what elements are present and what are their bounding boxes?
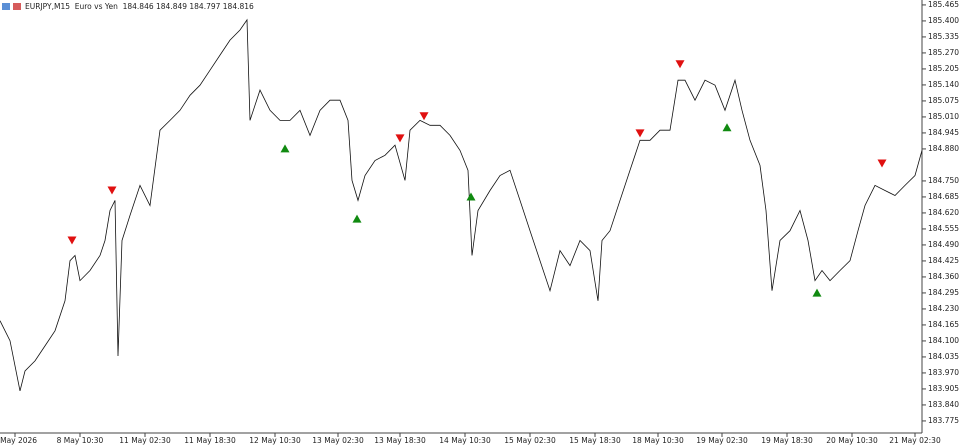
y-tick-label: 183.775 <box>928 416 959 425</box>
y-tick-label: 185.270 <box>928 48 959 57</box>
y-tick-label: 185.205 <box>928 64 959 73</box>
y-tick-label: 184.425 <box>928 256 959 265</box>
sell-signal <box>675 60 685 69</box>
x-tick-label: 7 May 2026 <box>0 436 37 445</box>
y-tick-label: 184.880 <box>928 144 959 153</box>
price-line <box>0 18 923 391</box>
buy-signal <box>466 192 476 201</box>
icon <box>13 3 21 10</box>
buy-signal <box>280 144 290 153</box>
y-tick-label: 184.165 <box>928 320 959 329</box>
x-tick-label: 11 May 02:30 <box>119 436 171 445</box>
y-tick-label: 183.840 <box>928 400 959 409</box>
sell-signal <box>67 236 77 245</box>
x-tick-label: 19 May 02:30 <box>696 436 748 445</box>
y-tick-label: 184.360 <box>928 272 959 281</box>
y-tick-label: 184.945 <box>928 128 959 137</box>
y-tick-label: 185.335 <box>928 32 959 41</box>
buy-signal <box>352 214 362 223</box>
sell-signal <box>395 134 405 143</box>
sell-signal <box>877 159 887 168</box>
y-tick-label: 185.465 <box>928 0 959 9</box>
y-tick-label: 185.075 <box>928 96 959 105</box>
x-tick-label: 13 May 18:30 <box>374 436 426 445</box>
x-tick-label: 20 May 10:30 <box>826 436 878 445</box>
y-tick-label: 185.400 <box>928 16 959 25</box>
x-tick-label: 19 May 18:30 <box>761 436 813 445</box>
x-tick-label: 18 May 10:30 <box>632 436 684 445</box>
y-tick-label: 184.035 <box>928 352 959 361</box>
y-tick-label: 183.970 <box>928 368 959 377</box>
chart-title: EURJPY,M15 Euro vs Yen 184.846 184.849 1… <box>25 2 254 11</box>
y-tick-label: 184.620 <box>928 208 959 217</box>
sell-signal <box>419 112 429 121</box>
x-tick-label: 11 May 18:30 <box>184 436 236 445</box>
buy-signal <box>722 123 732 132</box>
y-tick-label: 185.010 <box>928 112 959 121</box>
sell-signal <box>635 129 645 138</box>
x-tick-label: 13 May 02:30 <box>312 436 364 445</box>
y-tick-label: 184.230 <box>928 304 959 313</box>
x-tick-label: 15 May 18:30 <box>569 436 621 445</box>
x-tick-label: 8 May 10:30 <box>57 436 104 445</box>
y-tick-label: 183.905 <box>928 384 959 393</box>
y-tick-label: 184.685 <box>928 192 959 201</box>
y-tick-label: 184.490 <box>928 240 959 249</box>
y-tick-label: 185.140 <box>928 80 959 89</box>
y-tick-label: 184.555 <box>928 224 959 233</box>
x-tick-label: 21 May 02:30 <box>889 436 941 445</box>
x-tick-label: 12 May 10:30 <box>249 436 301 445</box>
y-tick-label: 184.295 <box>928 288 959 297</box>
buy-signal <box>812 288 822 297</box>
sell-signal <box>107 186 117 195</box>
icon <box>2 3 10 10</box>
y-tick-label: 184.750 <box>928 176 959 185</box>
x-tick-label: 14 May 10:30 <box>439 436 491 445</box>
x-tick-label: 15 May 02:30 <box>504 436 556 445</box>
y-tick-label: 184.100 <box>928 336 959 345</box>
